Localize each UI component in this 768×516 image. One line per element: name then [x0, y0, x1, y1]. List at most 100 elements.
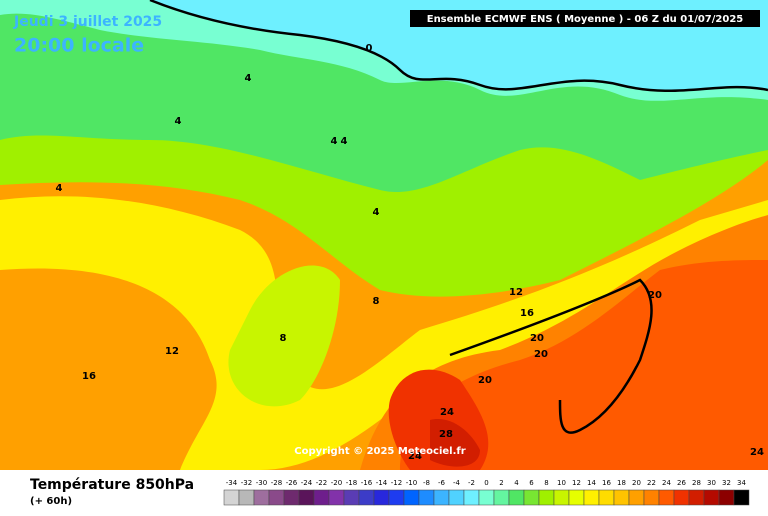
legend-swatch	[253, 489, 270, 506]
legend-swatch	[523, 489, 540, 506]
legend-label: 24	[662, 479, 671, 487]
legend-label: 8	[544, 479, 548, 487]
legend-swatch	[463, 489, 480, 506]
legend-label: 16	[602, 479, 611, 487]
legend-swatch	[388, 489, 405, 506]
legend-label: 10	[557, 479, 566, 487]
legend-swatch	[433, 489, 450, 506]
color-legend: -34 -32 -30 -28 -26 -24 -22 -20 -18 -16 -14 -12 -10-…	[223, 479, 750, 506]
legend-label: -8	[423, 479, 430, 487]
legend-swatch	[628, 489, 645, 506]
legend-swatch	[283, 489, 300, 506]
legend-label: 12	[572, 479, 581, 487]
legend-swatch	[358, 489, 375, 506]
legend-label: -6	[438, 479, 446, 487]
legend-swatch	[568, 489, 585, 506]
legend-label: -14	[376, 479, 388, 487]
legend-label: -10	[406, 479, 417, 487]
legend-swatch	[583, 489, 600, 506]
contour-label: 20	[648, 290, 662, 301]
legend-label: -24	[301, 479, 313, 487]
contour-label: 0	[366, 43, 373, 54]
contour-label: 24	[440, 407, 454, 418]
legend-label: 32	[722, 479, 731, 487]
contour-label: 20	[478, 375, 492, 386]
legend-label: -34	[226, 479, 238, 487]
legend-label: 2	[499, 479, 503, 487]
legend-label: 28	[692, 479, 701, 487]
model-box	[410, 10, 760, 27]
contour-label: 4	[245, 73, 252, 84]
legend-label: 18	[617, 479, 626, 487]
legend-swatch	[733, 489, 750, 506]
contour-label: 24	[408, 451, 422, 462]
legend-label: -26	[286, 479, 298, 487]
legend-swatch	[508, 489, 525, 506]
legend-swatch	[268, 489, 285, 506]
legend-label: -12	[391, 479, 402, 487]
legend-label: 26	[677, 479, 686, 487]
legend-label: -28	[271, 479, 282, 487]
contour-label: 4	[341, 136, 348, 147]
legend-swatch	[373, 489, 390, 506]
legend-label: -4	[453, 479, 461, 487]
contour-label: 24	[750, 447, 764, 458]
legend-swatch	[328, 489, 345, 506]
legend-swatch	[238, 489, 255, 506]
footer-title: Température 850hPa	[30, 477, 194, 493]
legend-label: 6	[529, 479, 534, 487]
legend-swatch	[403, 489, 420, 506]
legend-label: -32	[241, 479, 252, 487]
contour-label: 28	[439, 429, 453, 440]
contour-label: 20	[530, 333, 544, 344]
legend-swatch	[478, 489, 495, 506]
legend-swatch	[343, 489, 360, 506]
model-label: Ensemble ECMWF ENS ( Moyenne ) - 06 Z du…	[427, 14, 744, 25]
legend-swatch	[298, 489, 315, 506]
contour-label: 16	[82, 371, 96, 382]
contour-label: 4	[331, 136, 338, 147]
contour-label: 4	[373, 207, 380, 218]
legend-label: -20	[331, 479, 342, 487]
legend-swatch	[538, 489, 555, 506]
legend-label: -30	[256, 479, 267, 487]
footer-subtitle: (+ 60h)	[30, 496, 72, 507]
contour-label: 8	[373, 296, 380, 307]
contour-label: 4	[175, 116, 182, 127]
time-label: 20:00 locale	[14, 35, 144, 57]
contour-label: 8	[280, 333, 287, 344]
legend-swatch	[718, 489, 735, 506]
legend-swatch	[493, 489, 510, 506]
legend-swatch	[448, 489, 465, 506]
legend-label: 0	[484, 479, 488, 487]
contour-label: 20	[534, 349, 548, 360]
legend-label: -22	[316, 479, 327, 487]
legend-swatch	[673, 489, 690, 506]
contour-label: 12	[509, 287, 523, 298]
legend-label: 30	[707, 479, 716, 487]
legend-swatch	[703, 489, 720, 506]
date-label: Jeudi 3 juillet 2025	[13, 14, 162, 30]
contour-label: 16	[520, 308, 534, 319]
legend-label: -2	[468, 479, 475, 487]
legend-label: 4	[514, 479, 519, 487]
legend-label: -18	[346, 479, 357, 487]
legend-label: 34	[737, 479, 746, 487]
copyright: Copyright © 2025 Meteociel.fr	[294, 446, 465, 457]
legend-swatch	[553, 489, 570, 506]
contour-label: 12	[165, 346, 179, 357]
legend-swatch	[418, 489, 435, 506]
legend-swatch	[658, 489, 675, 506]
legend-label: 20	[632, 479, 641, 487]
legend-swatch	[223, 489, 240, 506]
legend-swatch	[643, 489, 660, 506]
legend-swatch	[313, 489, 330, 506]
contour-label: 4	[56, 183, 63, 194]
legend-swatch	[613, 489, 630, 506]
legend-label: 22	[647, 479, 656, 487]
legend-swatch	[598, 489, 615, 506]
legend-label: 14	[587, 479, 596, 487]
